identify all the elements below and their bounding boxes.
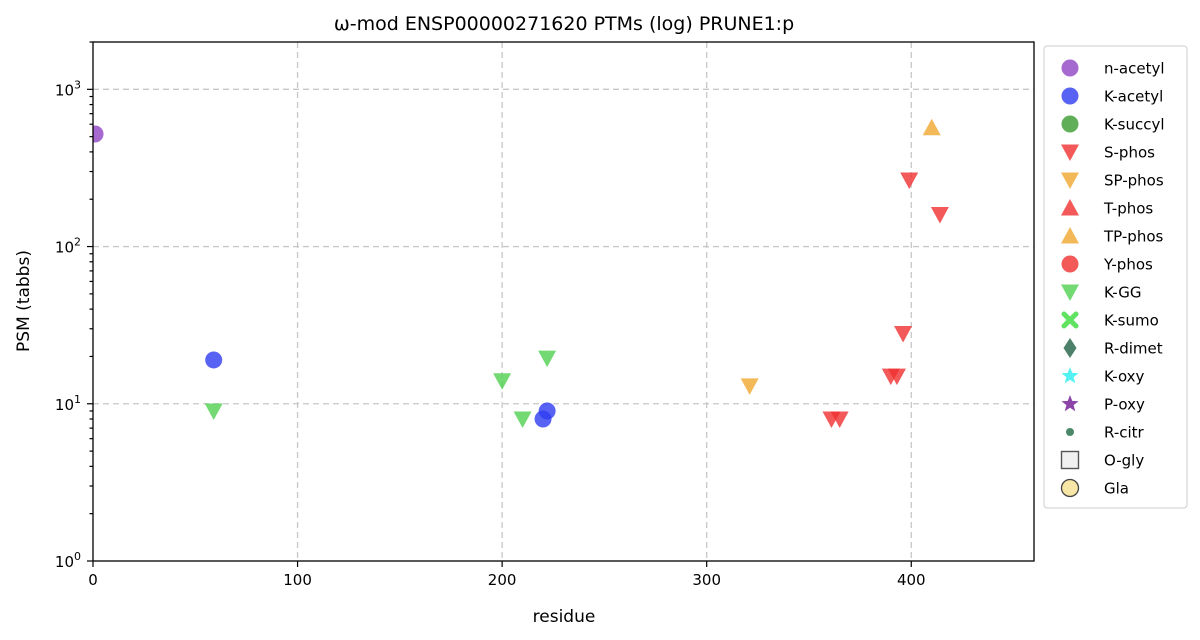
legend-marker-tp-phos	[1061, 227, 1079, 244]
legend: n-acetyl K-acetyl K-succyl S-phos SP-phos T-p…	[1043, 45, 1188, 509]
data-point-k-gg	[538, 350, 557, 368]
legend-label-k-acetyl: K-acetyl	[1104, 88, 1163, 106]
data-point-s-phos	[887, 368, 906, 386]
chart-title: ω-mod ENSP00000271620 PTMs (log) PRUNE1:…	[334, 13, 794, 35]
legend-marker-r-dimet	[1063, 338, 1077, 358]
legend-label-k-succyl: K-succyl	[1104, 116, 1165, 134]
legend-label-gla: Gla	[1104, 480, 1129, 498]
legend-box	[1043, 45, 1188, 509]
data-point-k-gg	[513, 411, 532, 429]
legend-label-tp-phos: TP-phos	[1103, 228, 1163, 246]
legend-label-k-oxy: K-oxy	[1104, 368, 1145, 386]
legend-label-y-phos: Y-phos	[1103, 256, 1153, 274]
y-tick-label: 101	[55, 393, 81, 414]
data-point-n-acetyl	[93, 125, 104, 143]
legend-label-o-gly: O-gly	[1104, 452, 1144, 470]
legend-label-sp-phos: SP-phos	[1104, 172, 1164, 190]
data-point-s-phos	[830, 411, 849, 429]
legend-label-k-gg: K-GG	[1104, 284, 1141, 302]
legend-marker-s-phos	[1061, 144, 1079, 161]
y-axis-label: PSM (tabbs)	[14, 250, 34, 352]
data-point-s-phos	[894, 325, 913, 343]
legend-marker-sp-phos	[1061, 172, 1079, 189]
data-point-s-phos	[900, 172, 919, 190]
data-point-k-acetyl	[205, 351, 223, 369]
x-tick-label: 400	[897, 571, 926, 589]
x-tick-label: 200	[488, 571, 517, 589]
data-point-k-acetyl	[538, 402, 556, 420]
legend-label-s-phos: S-phos	[1104, 144, 1155, 162]
y-tick-label: 100	[55, 550, 81, 571]
y-tick-label: 103	[55, 78, 81, 99]
data-point-k-gg	[204, 403, 223, 420]
legend-marker-p-oxy	[1061, 395, 1079, 412]
x-tick-label: 100	[283, 571, 312, 589]
legend-marker-n-acetyl	[1061, 59, 1079, 77]
grid	[93, 42, 1034, 561]
legend-marker-k-acetyl	[1061, 87, 1079, 105]
x-axis-label: residue	[533, 607, 596, 627]
x-tick-label: 300	[692, 571, 721, 589]
data-point-k-gg	[493, 373, 512, 390]
legend-marker-o-gly	[1060, 450, 1080, 470]
legend-label-t-phos: T-phos	[1103, 200, 1153, 218]
legend-marker-r-citr	[1066, 428, 1074, 436]
axis-ticks: 0 100 200 300 400 100 101 102 103	[55, 41, 926, 589]
plot-frame	[92, 41, 1035, 562]
legend-marker-gla	[1060, 478, 1080, 498]
data-points	[93, 118, 949, 429]
legend-label-p-oxy: P-oxy	[1104, 396, 1145, 414]
legend-marker-k-sumo	[1061, 311, 1079, 329]
legend-marker-k-oxy	[1061, 367, 1079, 384]
data-point-s-phos	[930, 206, 949, 224]
data-point-sp-phos	[740, 378, 759, 395]
legend-marker-t-phos	[1061, 199, 1079, 216]
y-tick-label: 102	[55, 236, 81, 257]
x-tick-label: 0	[88, 571, 98, 589]
legend-label-k-sumo: K-sumo	[1104, 312, 1159, 330]
data-point-tp-phos	[922, 118, 941, 136]
legend-label-r-citr: R-citr	[1104, 424, 1145, 442]
legend-marker-y-phos	[1061, 255, 1079, 273]
legend-marker-k-gg	[1061, 284, 1079, 301]
legend-label-r-dimet: R-dimet	[1104, 340, 1163, 358]
legend-marker-k-succyl	[1061, 115, 1079, 133]
legend-label-n-acetyl: n-acetyl	[1104, 60, 1165, 78]
